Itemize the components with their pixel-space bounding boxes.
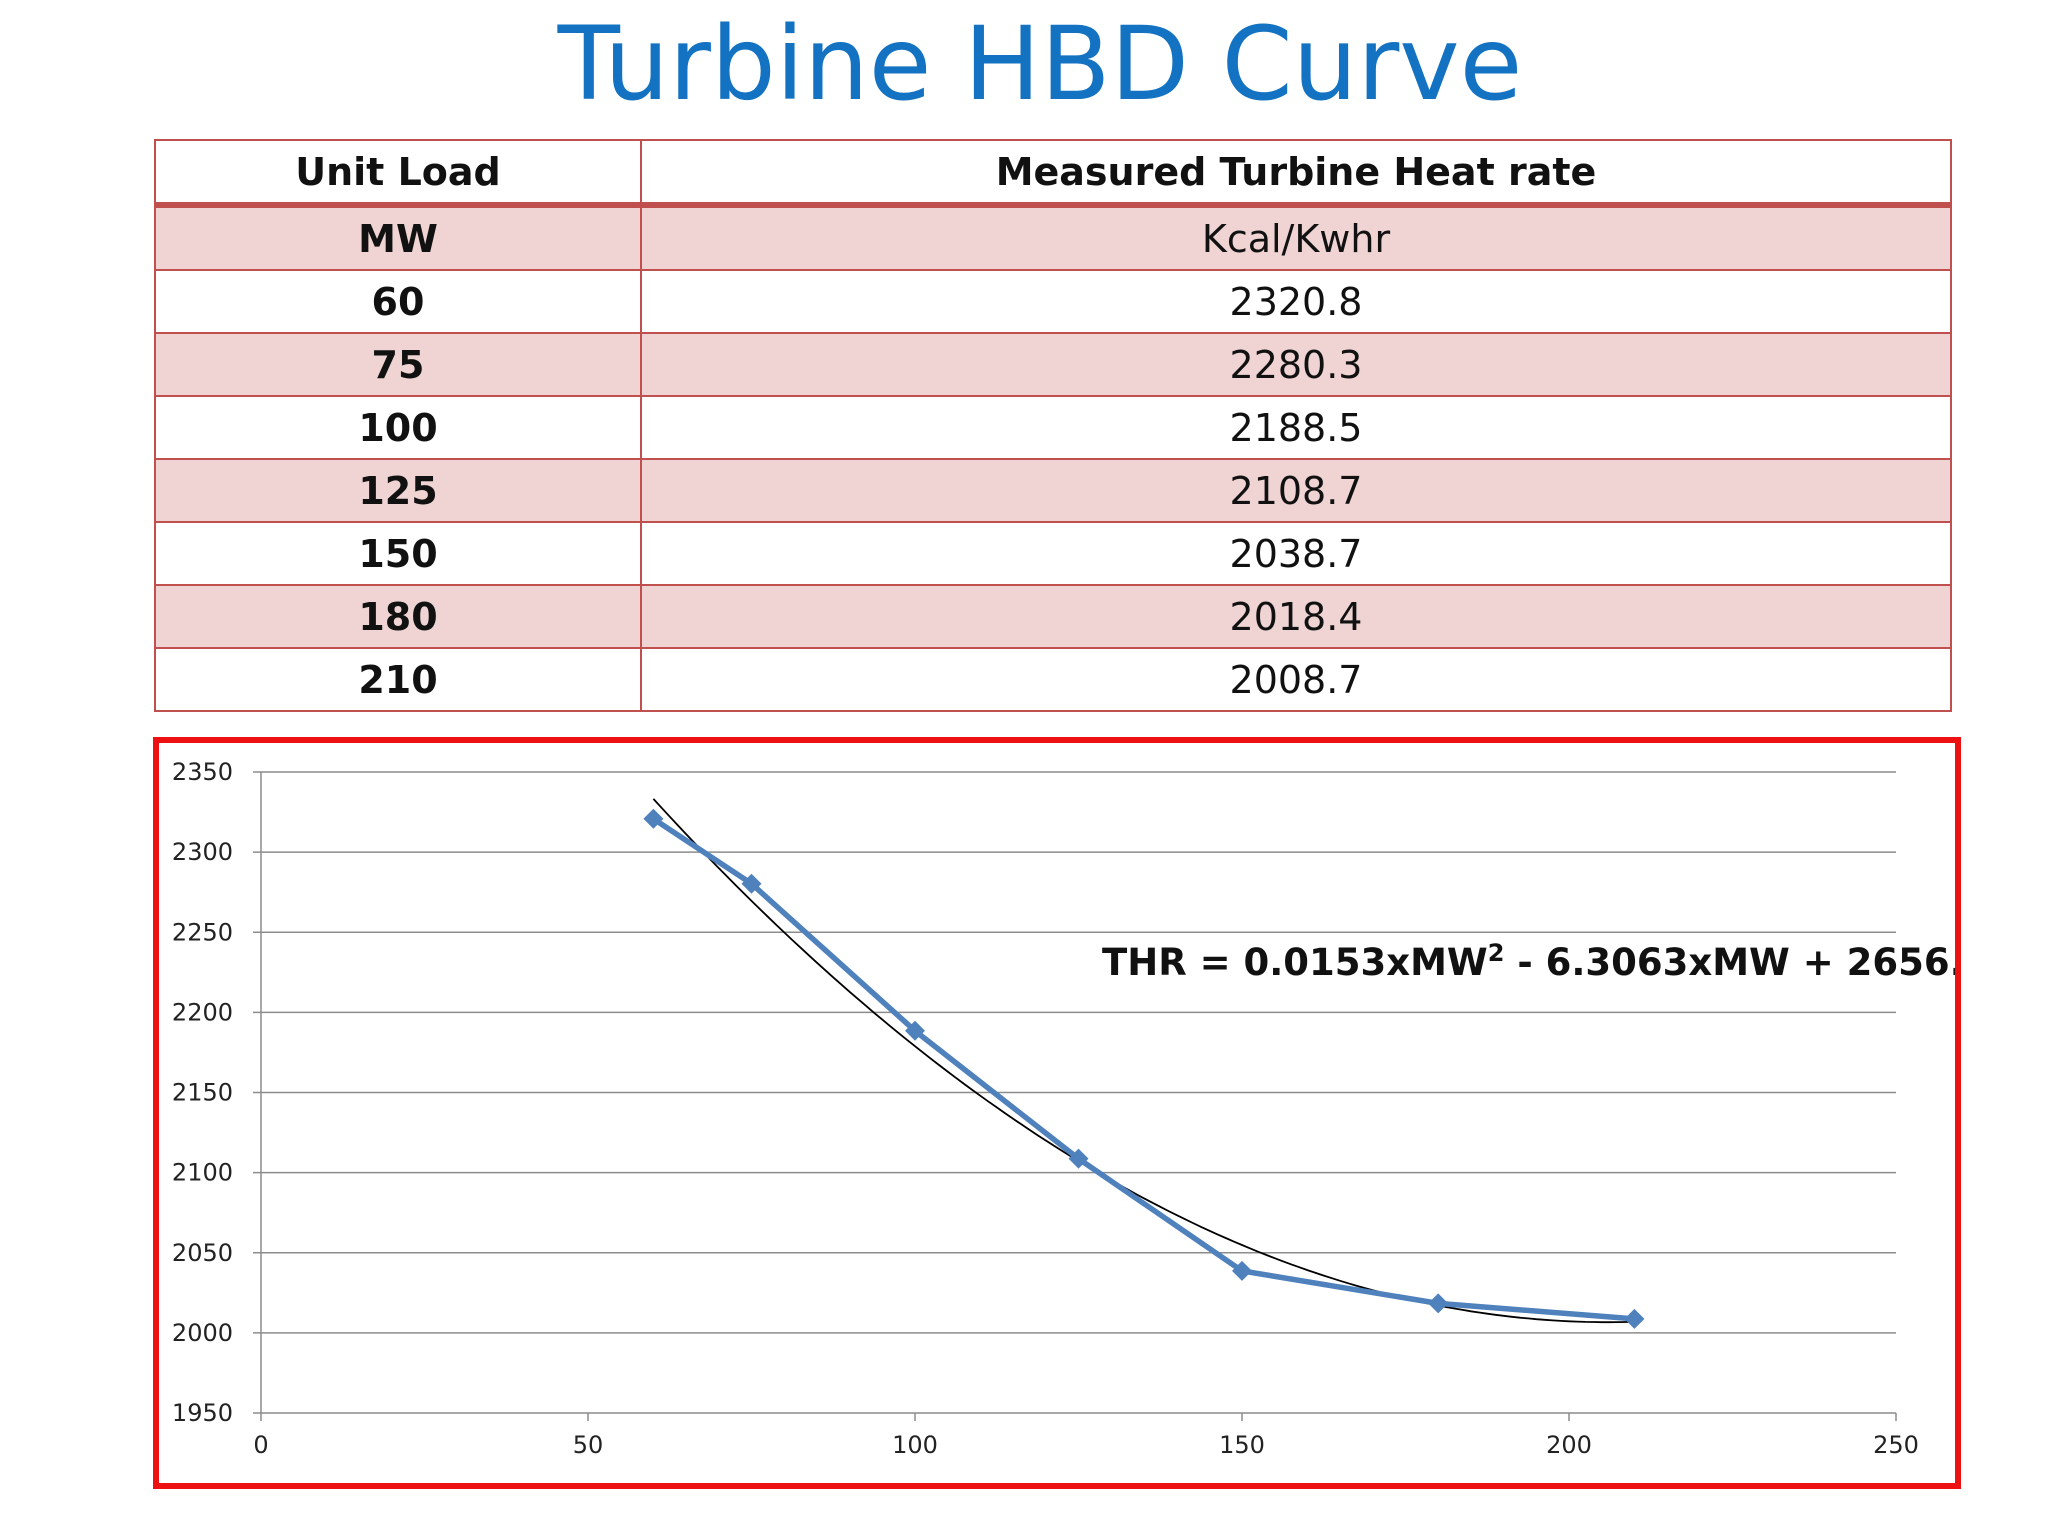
table-row: 125 2108.7 [154, 458, 1952, 523]
row-heat-rate: 2108.7 [640, 458, 1952, 523]
units-rate: Kcal/Kwhr [640, 204, 1952, 271]
equation-superscript: 2 [1488, 939, 1505, 967]
y-tick-label: 2300 [172, 838, 233, 866]
row-heat-rate: 2008.7 [640, 647, 1952, 712]
table-row: 75 2280.3 [154, 332, 1952, 397]
x-tick-label: 150 [1219, 1431, 1265, 1459]
row-load: 75 [154, 332, 642, 397]
equation-prefix: THR = 0.0153xMW [1102, 941, 1488, 984]
heat-rate-table: Unit Load Measured Turbine Heat rate MW … [154, 139, 1952, 712]
data-point-marker [1624, 1308, 1645, 1329]
row-load: 150 [154, 521, 642, 586]
y-tick-label: 2200 [172, 998, 233, 1026]
table-header-row: Unit Load Measured Turbine Heat rate [154, 139, 1952, 208]
header-heat-rate: Measured Turbine Heat rate [640, 139, 1952, 208]
table-row: 210 2008.7 [154, 647, 1952, 712]
x-tick-label: 50 [573, 1431, 604, 1459]
row-heat-rate: 2018.4 [640, 584, 1952, 649]
equation-suffix: - 6.3063xMW + 2656.5 [1504, 941, 1955, 984]
y-tick-label: 2050 [172, 1239, 233, 1267]
trendline-layer [652, 798, 1635, 1324]
y-tick-label: 2150 [172, 1079, 233, 1107]
row-load: 125 [154, 458, 642, 523]
gridlines [261, 771, 1896, 1334]
data-point-marker [905, 1020, 925, 1041]
row-load: 60 [154, 269, 642, 334]
data-point-marker [1068, 1148, 1089, 1169]
data-point-marker [1232, 1260, 1252, 1281]
trendline [652, 798, 1635, 1324]
row-heat-rate: 2038.7 [640, 521, 1952, 586]
y-tick-label: 2000 [172, 1319, 233, 1347]
y-tick-label: 1950 [172, 1399, 233, 1427]
series-line [651, 816, 1635, 1322]
table-row: 150 2038.7 [154, 521, 1952, 586]
row-load: 210 [154, 647, 642, 712]
y-tick-label: 2250 [172, 918, 233, 946]
series-layer [643, 808, 1645, 1329]
table-row: 100 2188.5 [154, 395, 1952, 460]
chart-frame: 1950 2000 2050 2100 2150 2200 2250 2300 2350 0 50 1… [153, 737, 1961, 1489]
data-point-marker [741, 873, 762, 894]
x-tick-label: 250 [1873, 1431, 1919, 1459]
row-heat-rate: 2280.3 [640, 332, 1952, 397]
x-tick-label: 200 [1546, 1431, 1592, 1459]
data-point-marker [1428, 1293, 1449, 1314]
table-units-row: MW Kcal/Kwhr [154, 204, 1952, 271]
row-heat-rate: 2320.8 [640, 269, 1952, 334]
row-load: 100 [154, 395, 642, 460]
trendline-equation: THR = 0.0153xMW2 - 6.3063xMW + 2656.5 [1102, 939, 1955, 984]
units-load: MW [154, 204, 642, 271]
x-tick-label: 0 [253, 1431, 268, 1459]
page-title: Turbine HBD Curve [557, 5, 1523, 124]
data-point-marker [643, 808, 664, 829]
x-tick-label: 100 [892, 1431, 938, 1459]
table-row: 180 2018.4 [154, 584, 1952, 649]
row-load: 180 [154, 584, 642, 649]
table-row: 60 2320.8 [154, 269, 1952, 334]
y-tick-label: 2350 [172, 758, 233, 786]
header-unit-load: Unit Load [154, 139, 642, 208]
y-tick-label: 2100 [172, 1159, 233, 1187]
row-heat-rate: 2188.5 [640, 395, 1952, 460]
